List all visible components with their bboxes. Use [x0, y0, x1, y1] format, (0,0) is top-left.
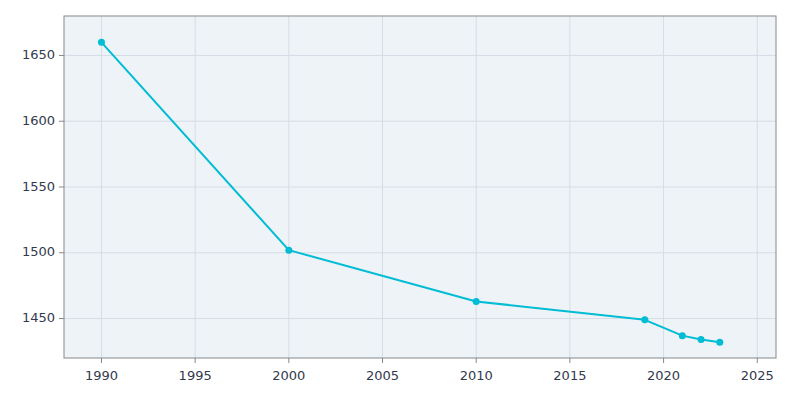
y-tick	[59, 318, 64, 319]
y-tick	[59, 55, 64, 56]
x-tick-label: 2005	[366, 368, 399, 383]
marker	[98, 39, 105, 46]
y-tick	[59, 121, 64, 122]
y-tick-label: 1600	[22, 113, 55, 128]
marker	[698, 336, 705, 343]
y-grid-line	[64, 252, 776, 253]
y-tick	[59, 187, 64, 188]
x-tick	[663, 358, 664, 363]
marker	[285, 247, 292, 254]
x-tick	[476, 358, 477, 363]
x-tick	[382, 358, 383, 363]
x-tick-label: 2010	[460, 368, 493, 383]
marker	[716, 339, 723, 346]
y-tick-label: 1500	[22, 244, 55, 259]
plot-frame	[64, 16, 776, 358]
x-tick-label: 2015	[553, 368, 586, 383]
x-tick	[101, 358, 102, 363]
x-tick-label: 2000	[272, 368, 305, 383]
data-group	[98, 39, 723, 346]
y-tick-label: 1650	[22, 47, 55, 62]
line	[101, 42, 719, 342]
x-tick	[757, 358, 758, 363]
x-tick	[569, 358, 570, 363]
chart-container: 1990 1995 2000 2005 2010 2015 2020 2025 1450 1500…	[0, 0, 800, 400]
marker	[473, 298, 480, 305]
tick-labels: 1990 1995 2000 2005 2010 2015 2020 2025 1450 1500…	[22, 47, 774, 383]
marker	[679, 332, 686, 339]
chart-svg: 1990 1995 2000 2005 2010 2015 2020 2025 1450 1500…	[0, 0, 800, 400]
x-tick-label: 2020	[647, 368, 680, 383]
y-grid-line	[64, 187, 776, 188]
grid	[64, 16, 776, 358]
y-tick-label: 1550	[22, 179, 55, 194]
y-tick-label: 1450	[22, 310, 55, 325]
x-tick	[195, 358, 196, 363]
plot-background	[64, 16, 776, 358]
marker	[641, 316, 648, 323]
x-tick-label: 2025	[741, 368, 774, 383]
page: {"chart_data": {"type": "line", "x": [19…	[0, 0, 800, 400]
x-tick-label: 1995	[179, 368, 212, 383]
y-tick	[59, 252, 64, 253]
x-tick	[288, 358, 289, 363]
y-grid-line	[64, 121, 776, 122]
y-grid-line	[64, 318, 776, 319]
x-tick-label: 1990	[85, 368, 118, 383]
y-grid-line	[64, 55, 776, 56]
